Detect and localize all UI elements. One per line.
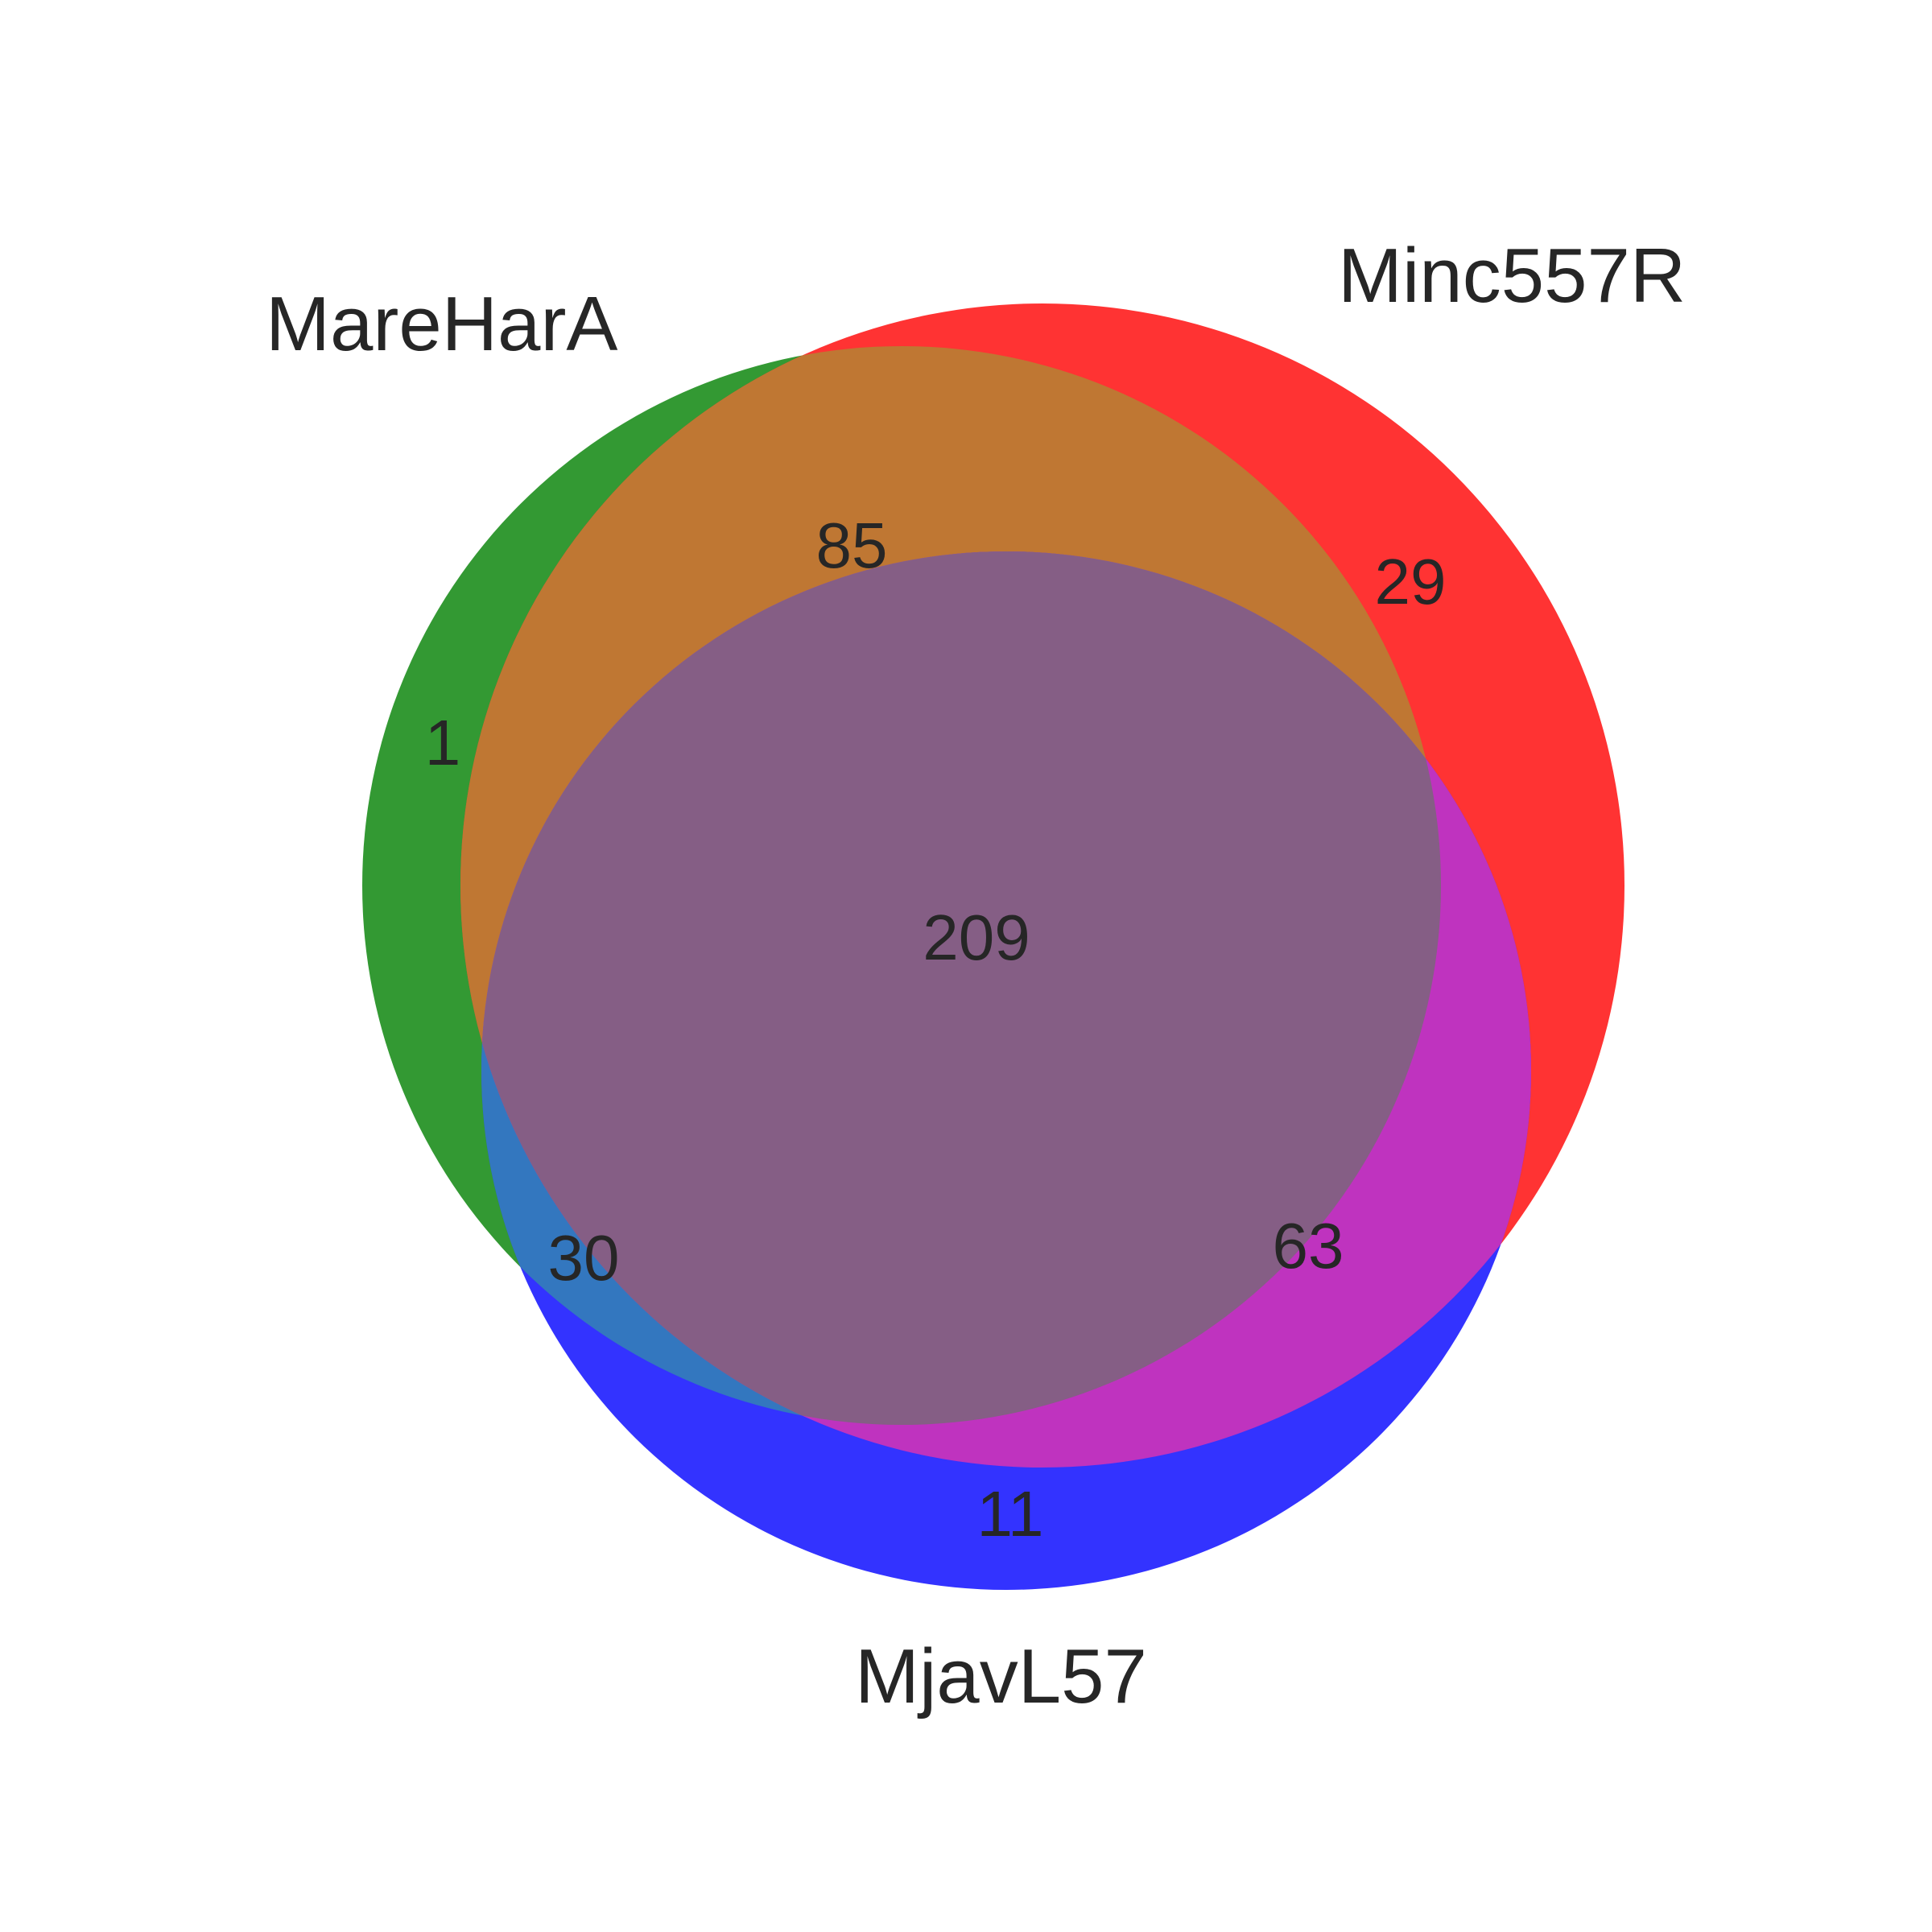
region-count-bc: 63 <box>1273 1210 1344 1282</box>
set-label-c: MjavL57 <box>855 1633 1147 1719</box>
region-count-ac: 30 <box>548 1222 620 1294</box>
region-count-abc: 209 <box>923 902 1030 973</box>
region-count-a-only: 1 <box>425 707 461 778</box>
set-label-a: MareHarA <box>266 281 617 367</box>
region-count-c-only: 11 <box>976 1478 1043 1550</box>
region-count-b-only: 29 <box>1375 546 1447 617</box>
set-label-b: Minc557R <box>1338 233 1686 319</box>
region-count-ab: 85 <box>816 510 888 581</box>
